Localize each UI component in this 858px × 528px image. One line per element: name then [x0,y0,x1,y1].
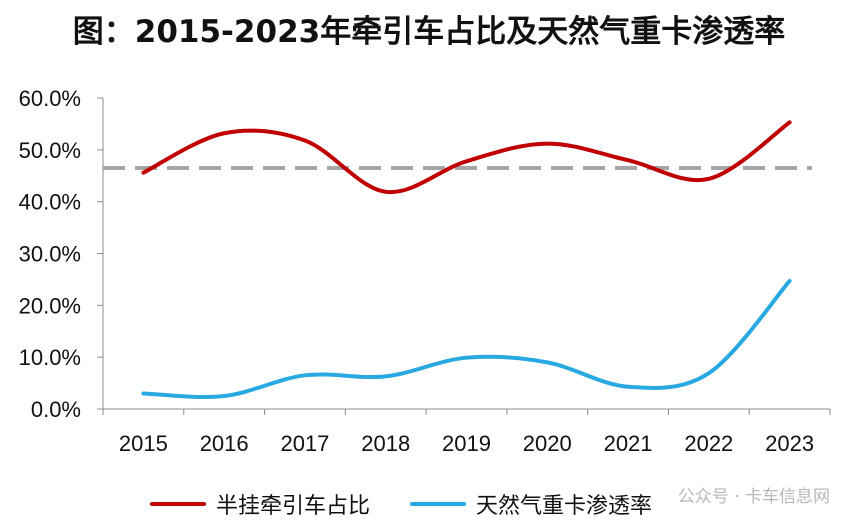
x-tick-label: 2017 [280,431,329,456]
y-tick-label: 30.0% [19,242,81,267]
legend: 半挂牵引车占比 天然气重卡渗透率 [150,486,652,522]
series-line-tractor-share [141,120,792,195]
chart-title: 图：2015-2023年牵引车占比及天然气重卡渗透率 [72,14,786,50]
x-tick-labels: 2015 2016 2017 2018 2019 2020 2021 2022 2023 [119,431,814,456]
x-tick-label: 2020 [523,431,572,456]
y-tick-label: 60.0% [19,86,81,111]
legend-label-lng: 天然气重卡渗透率 [476,494,653,519]
series-line-lng-penetration [141,278,792,399]
x-tick-label: 2016 [200,431,249,456]
y-tick-label: 40.0% [19,190,81,215]
y-tick-label: 10.0% [19,345,81,370]
axes [97,97,831,415]
x-tick-label: 2022 [684,431,733,456]
legend-swatch-tractor [150,502,206,506]
legend-label-tractor: 半挂牵引车占比 [216,494,371,519]
x-tick-label: 2023 [765,431,814,456]
y-tick-label: 50.0% [19,138,81,163]
series-lines [141,120,792,399]
y-tick-label: 0.0% [31,397,81,422]
x-tick-label: 2019 [442,431,491,456]
y-tick-label: 20.0% [19,293,81,318]
x-tick-label: 2015 [119,431,168,456]
legend-swatch-lng [410,502,467,506]
watermark: 公众号 · 卡车信息网 [677,487,830,507]
y-tick-labels: 0.0% 10.0% 20.0% 30.0% 40.0% 50.0% 60.0% [19,86,81,422]
legend-item-tractor-share: 半挂牵引车占比 [150,488,370,520]
x-tick-label: 2018 [361,431,410,456]
legend-item-lng-penetration: 天然气重卡渗透率 [410,488,652,520]
x-tick-label: 2021 [604,431,653,456]
